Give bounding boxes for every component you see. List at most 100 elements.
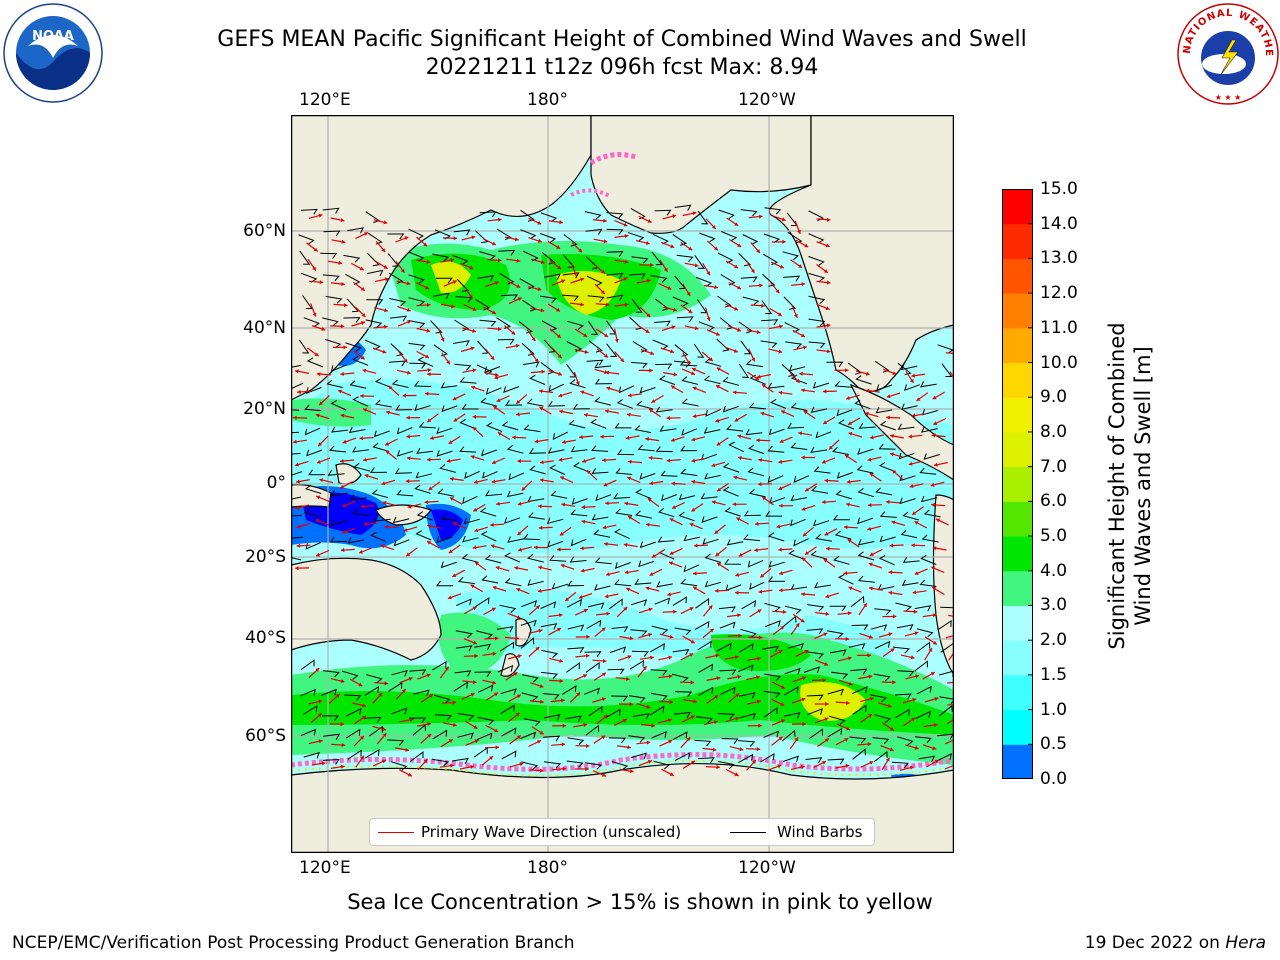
wind-barb bbox=[291, 452, 301, 455]
wind-barb bbox=[453, 229, 471, 236]
wind-barb bbox=[408, 297, 426, 306]
wave-direction-arrowhead bbox=[382, 349, 387, 354]
wind-barb bbox=[678, 493, 696, 501]
wind-barb bbox=[835, 490, 852, 500]
wind-barb bbox=[803, 666, 820, 674]
wind-barb bbox=[806, 694, 824, 701]
wave-direction-arrowhead bbox=[534, 358, 539, 363]
wind-barb bbox=[939, 704, 953, 717]
wave-direction-arrowhead bbox=[538, 628, 543, 633]
wind-barb bbox=[699, 232, 716, 243]
wave-direction-arrowhead bbox=[583, 723, 588, 727]
wave-direction-arrowhead bbox=[823, 269, 828, 273]
wind-barb bbox=[365, 748, 380, 759]
wind-barb bbox=[591, 468, 609, 474]
wave-direction-arrowhead bbox=[340, 548, 345, 553]
wave-direction-arrowhead bbox=[378, 693, 383, 697]
wind-barb bbox=[585, 762, 603, 770]
wind-barb bbox=[895, 602, 912, 612]
wave-direction-arrowhead bbox=[559, 658, 563, 663]
wave-direction-arrowhead bbox=[910, 655, 915, 660]
wind-barb bbox=[527, 512, 545, 520]
wave-direction-arrowhead bbox=[758, 589, 763, 594]
wave-direction-arrowhead bbox=[386, 410, 390, 415]
wind-barb bbox=[697, 210, 709, 225]
lon-label-bottom: 120°E bbox=[299, 858, 351, 878]
wind-barb bbox=[461, 554, 479, 563]
wind-barb bbox=[523, 424, 541, 433]
wind-barb bbox=[827, 727, 843, 738]
wind-barb bbox=[463, 517, 480, 525]
wave-direction-arrowhead bbox=[915, 674, 919, 679]
wind-barb bbox=[504, 552, 521, 563]
wind-barb bbox=[831, 447, 849, 455]
wave-direction-arrowhead bbox=[516, 735, 521, 740]
wind-barb bbox=[523, 718, 541, 727]
wind-barb bbox=[702, 538, 719, 545]
wind-barb bbox=[743, 534, 761, 542]
wave-direction-arrowhead bbox=[824, 717, 829, 722]
wind-barb bbox=[330, 364, 347, 373]
wind-barb bbox=[790, 518, 806, 527]
wave-direction-arrowhead bbox=[868, 634, 873, 639]
wind-barb bbox=[718, 606, 736, 613]
wave-direction-arrowhead bbox=[602, 658, 607, 663]
wave-direction-arrowhead bbox=[535, 605, 540, 610]
wind-barb bbox=[481, 575, 499, 584]
wind-barb bbox=[522, 533, 541, 541]
wind-barb bbox=[674, 711, 691, 718]
wind-barb bbox=[829, 605, 847, 612]
wind-barb bbox=[761, 319, 779, 326]
wind-barb bbox=[705, 408, 722, 417]
wind-barb bbox=[298, 234, 315, 245]
wind-barb bbox=[808, 272, 825, 282]
lat-label: 0° bbox=[266, 473, 286, 493]
colorbar-tick-label: 6.0 bbox=[1040, 491, 1068, 512]
wind-barb bbox=[323, 733, 341, 740]
wave-direction-arrowhead bbox=[738, 455, 742, 460]
wave-direction-arrowhead bbox=[295, 462, 299, 467]
wind-barb bbox=[611, 761, 629, 771]
wind-barb bbox=[366, 674, 383, 683]
wind-barb bbox=[742, 296, 760, 306]
wind-barb bbox=[897, 362, 912, 376]
wind-barb bbox=[300, 659, 315, 671]
wind-barb bbox=[606, 272, 624, 279]
wind-barb bbox=[894, 693, 912, 700]
wave-direction-arrows bbox=[293, 211, 954, 777]
wave-direction-arrowhead bbox=[388, 386, 393, 390]
colorbar-tick-label: 1.5 bbox=[1040, 664, 1068, 685]
wave-direction-arrowhead bbox=[912, 511, 917, 515]
wind-barb bbox=[452, 757, 469, 765]
wave-direction-arrowhead bbox=[714, 285, 718, 290]
wave-direction-arrowhead bbox=[448, 549, 453, 553]
wave-direction-arrowhead bbox=[651, 399, 656, 403]
wave-direction-arrowhead bbox=[364, 232, 368, 236]
wind-barb bbox=[303, 752, 320, 759]
wind-barb bbox=[857, 517, 874, 525]
wave-direction-arrowhead bbox=[714, 695, 719, 699]
wind-barb bbox=[695, 276, 713, 287]
wave-direction-arrowhead bbox=[865, 388, 870, 393]
wave-direction-arrowhead bbox=[825, 594, 830, 599]
wave-direction-arrowhead bbox=[694, 543, 698, 548]
wind-barb bbox=[895, 708, 910, 719]
colorbar-label-line1: Significant Height of Combined bbox=[1105, 322, 1129, 650]
colorbar-border bbox=[1002, 189, 1033, 779]
wind-barb bbox=[481, 449, 497, 457]
wind-barb bbox=[637, 444, 655, 452]
wave-direction-arrowhead bbox=[645, 329, 650, 333]
wave-direction-arrowhead bbox=[496, 398, 501, 402]
wave-direction-arrowhead bbox=[474, 528, 479, 533]
wave-direction-arrowhead bbox=[732, 502, 737, 507]
wave-direction-arrowhead bbox=[666, 458, 671, 463]
colorbar-label-line2: Wind Waves and Swell [m] bbox=[1131, 346, 1155, 626]
wave-direction-arrowhead bbox=[406, 456, 411, 461]
wind-barb bbox=[593, 529, 611, 538]
wave-direction-arrowhead bbox=[537, 588, 542, 593]
wind-barb bbox=[833, 555, 850, 565]
wave-direction-arrowhead bbox=[886, 394, 891, 399]
wave-direction-arrowhead bbox=[382, 727, 386, 732]
wave-direction-arrowhead bbox=[495, 566, 500, 570]
wave-direction-arrowhead bbox=[297, 389, 301, 394]
